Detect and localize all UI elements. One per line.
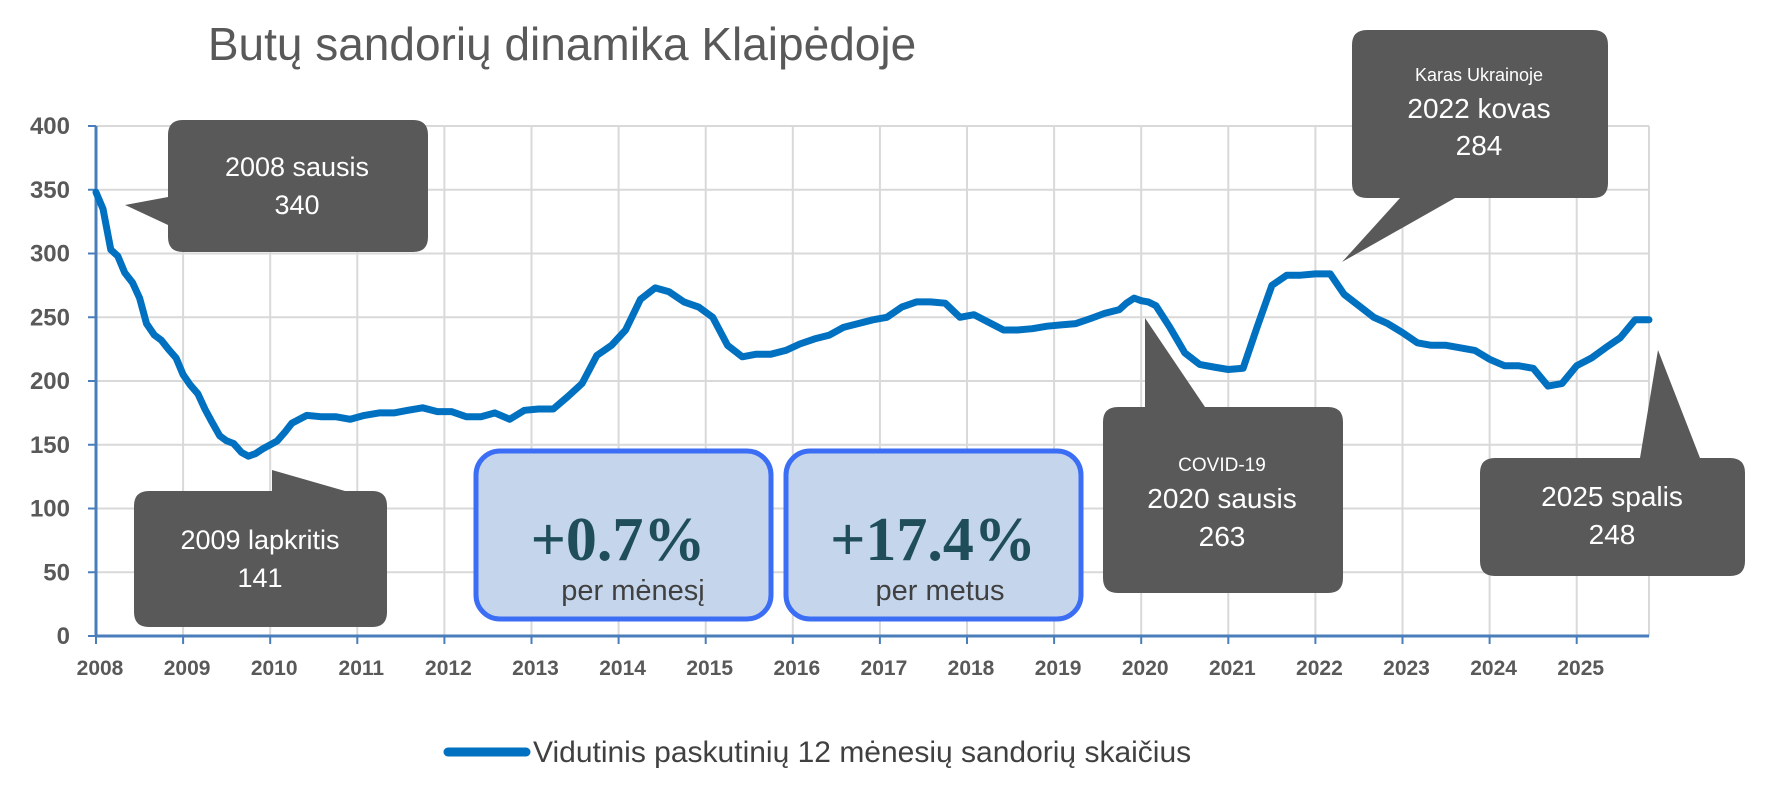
callout-shape bbox=[1342, 30, 1608, 262]
x-tick-label: 2018 bbox=[948, 657, 995, 680]
legend-label: Vidutinis paskutinių 12 mėnesių sandorių… bbox=[533, 736, 1191, 769]
callout-label: 2008 sausis bbox=[225, 152, 369, 182]
y-tick-label: 200 bbox=[30, 368, 70, 395]
x-tick-label: 2016 bbox=[773, 657, 820, 680]
y-tick-label: 150 bbox=[30, 432, 70, 459]
x-tick-label: 2022 bbox=[1296, 657, 1343, 680]
callout-value: 248 bbox=[1589, 519, 1636, 550]
callout-value: 284 bbox=[1456, 130, 1503, 161]
x-tick-label: 2008 bbox=[77, 657, 124, 680]
x-tick-label: 2014 bbox=[599, 657, 646, 680]
x-tick-label: 2009 bbox=[164, 657, 211, 680]
callout-shape bbox=[1103, 318, 1343, 593]
x-tick-label: 2023 bbox=[1383, 657, 1430, 680]
chart-title: Butų sandorių dinamika Klaipėdoje bbox=[208, 18, 916, 70]
callout-shape bbox=[134, 470, 387, 627]
x-tick-label: 2021 bbox=[1209, 657, 1256, 680]
x-tick-labels: 2008 2009 2010 2011 2012 2013 2014 2015 2016 2017… bbox=[77, 657, 1605, 680]
stat-value: +0.7% bbox=[531, 506, 706, 574]
y-tick-label: 250 bbox=[30, 304, 70, 331]
x-tick-label: 2019 bbox=[1035, 657, 1082, 680]
y-tick-label: 0 bbox=[57, 623, 70, 650]
callout-2025-october: 2025 spalis 248 bbox=[1480, 350, 1745, 576]
series-line bbox=[92, 188, 1653, 460]
stat-label: per metus bbox=[876, 575, 1005, 607]
axes bbox=[88, 125, 1649, 644]
stat-box-monthly: +0.7% per mėnesį bbox=[473, 448, 774, 622]
callout-2008-january: 2008 sausis 340 bbox=[125, 120, 428, 252]
callout-value: 340 bbox=[274, 190, 319, 220]
x-tick-label: 2013 bbox=[512, 657, 559, 680]
x-tick-label: 2012 bbox=[425, 657, 472, 680]
stat-label: per mėnesį bbox=[561, 575, 704, 607]
x-tick-label: 2024 bbox=[1470, 657, 1517, 680]
callout-label: 2025 spalis bbox=[1541, 481, 1683, 512]
callout-2020-january: COVID-19 2020 sausis 263 bbox=[1103, 318, 1343, 593]
callout-label: 2022 kovas bbox=[1407, 93, 1550, 124]
callout-label: 2020 sausis bbox=[1147, 483, 1296, 514]
stat-box-bg bbox=[473, 448, 774, 622]
callout-value: 141 bbox=[237, 563, 282, 593]
x-tick-label: 2017 bbox=[861, 657, 908, 680]
x-tick-label: 2025 bbox=[1557, 657, 1604, 680]
callout-label: 2009 lapkritis bbox=[180, 525, 339, 555]
callout-note: Karas Ukrainoje bbox=[1415, 65, 1543, 85]
callout-2022-march: Karas Ukrainoje 2022 kovas 284 bbox=[1342, 30, 1608, 262]
y-tick-label: 50 bbox=[43, 559, 70, 586]
y-tick-label: 350 bbox=[30, 177, 70, 204]
callout-value: 263 bbox=[1199, 521, 1246, 552]
x-tick-label: 2020 bbox=[1122, 657, 1169, 680]
x-tick-label: 2011 bbox=[339, 657, 385, 680]
stat-value: +17.4% bbox=[830, 506, 1036, 574]
callout-note: COVID-19 bbox=[1178, 455, 1266, 476]
y-tick-label: 100 bbox=[30, 496, 70, 523]
y-tick-label: 300 bbox=[30, 241, 70, 268]
callout-shape bbox=[125, 120, 428, 252]
callout-2009-november: 2009 lapkritis 141 bbox=[134, 470, 387, 627]
x-tick-label: 2015 bbox=[686, 657, 733, 680]
legend: Vidutinis paskutinių 12 mėnesių sandorių… bbox=[443, 736, 1191, 769]
y-tick-label: 400 bbox=[30, 113, 70, 140]
callout-shape bbox=[1480, 350, 1745, 576]
x-tick-label: 2010 bbox=[251, 657, 298, 680]
stat-box-yearly: +17.4% per metus bbox=[783, 448, 1084, 622]
stat-box-bg bbox=[783, 448, 1084, 622]
series-group bbox=[92, 188, 1653, 460]
y-tick-labels: 0 50 100 150 200 250 300 350 400 bbox=[30, 113, 70, 650]
